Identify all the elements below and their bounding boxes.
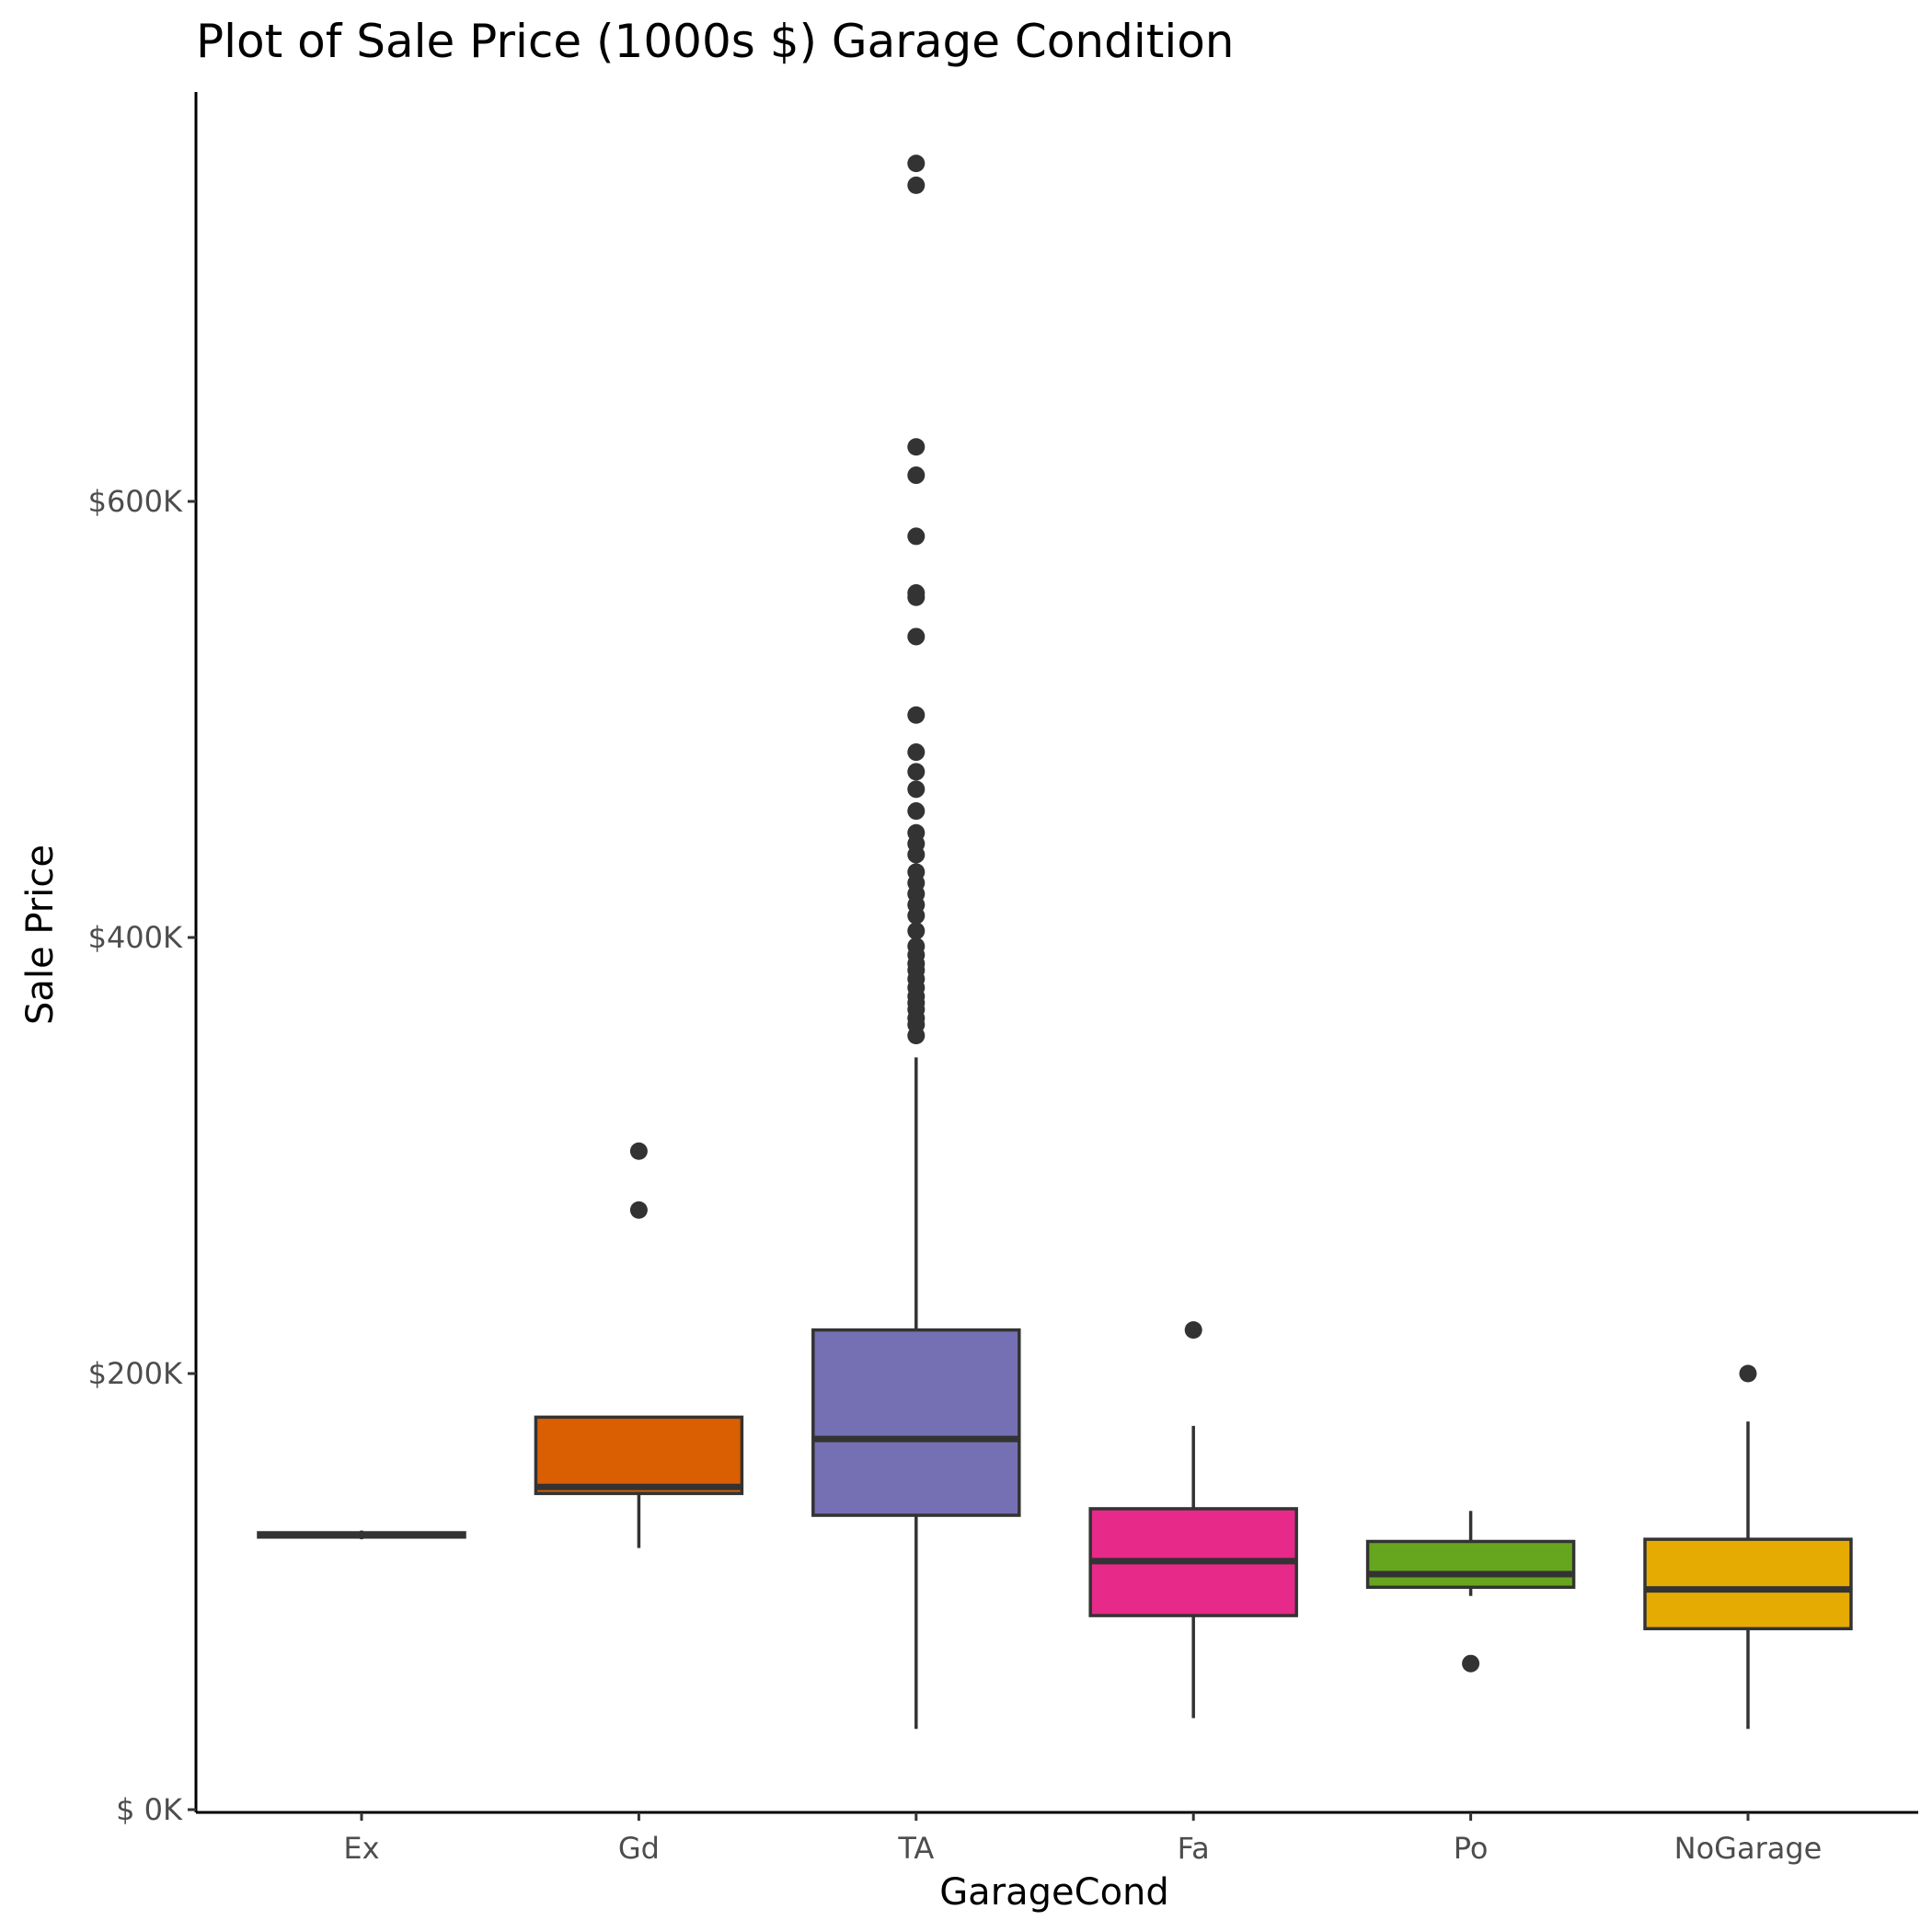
outlier-point bbox=[907, 780, 926, 799]
outlier-point bbox=[1739, 1364, 1757, 1383]
outlier-point bbox=[907, 823, 926, 842]
outlier-point bbox=[907, 802, 926, 821]
box-iqr bbox=[1365, 1539, 1576, 1590]
outlier-point bbox=[907, 584, 926, 603]
outlier-point bbox=[907, 937, 926, 955]
x-tick-label: Fa bbox=[1178, 1831, 1210, 1866]
outlier-point bbox=[907, 863, 926, 881]
box-po bbox=[1365, 1511, 1576, 1673]
x-tick-label: Gd bbox=[618, 1831, 660, 1866]
outlier-point bbox=[907, 743, 926, 762]
y-axis: $ 0K $200K $400K $600K bbox=[88, 92, 198, 1827]
outlier-point bbox=[907, 763, 926, 781]
box-iqr bbox=[1643, 1537, 1853, 1631]
box-iqr bbox=[811, 1328, 1021, 1517]
outlier-point bbox=[907, 706, 926, 724]
x-axis: Ex Gd TA Fa Po NoGarage bbox=[196, 1811, 1918, 1866]
outlier-point bbox=[907, 922, 926, 940]
outlier-point bbox=[629, 1201, 648, 1219]
box-iqr bbox=[534, 1415, 744, 1496]
outlier-point bbox=[907, 466, 926, 485]
box-nogarage bbox=[1643, 1364, 1853, 1730]
x-axis-title: GarageCond bbox=[939, 1871, 1169, 1914]
outlier-point bbox=[1184, 1321, 1202, 1340]
outlier-point bbox=[907, 527, 926, 546]
box-ta bbox=[811, 155, 1021, 1730]
outlier-point bbox=[1462, 1654, 1480, 1673]
x-tick-label: TA bbox=[897, 1831, 934, 1866]
box-ex bbox=[257, 1530, 466, 1540]
plot-area bbox=[257, 155, 1853, 1730]
outlier-point bbox=[907, 627, 926, 646]
x-tick-label: Po bbox=[1454, 1831, 1489, 1866]
box-fa bbox=[1088, 1321, 1298, 1719]
y-tick-label: $200K bbox=[88, 1356, 183, 1391]
x-tick-label: Ex bbox=[343, 1831, 379, 1866]
outlier-point bbox=[629, 1142, 648, 1160]
y-tick-label: $400K bbox=[88, 920, 183, 955]
outlier-point bbox=[907, 176, 926, 194]
outlier-point bbox=[907, 438, 926, 456]
x-tick-label: NoGarage bbox=[1674, 1831, 1823, 1866]
outlier-point bbox=[907, 155, 926, 173]
y-tick-label: $ 0K bbox=[116, 1792, 183, 1827]
y-tick-label: $600K bbox=[88, 484, 183, 519]
box-gd bbox=[534, 1142, 744, 1548]
y-axis-title: Sale Price bbox=[19, 845, 62, 1025]
chart-title: Plot of Sale Price (1000s $) Garage Cond… bbox=[196, 15, 1235, 68]
